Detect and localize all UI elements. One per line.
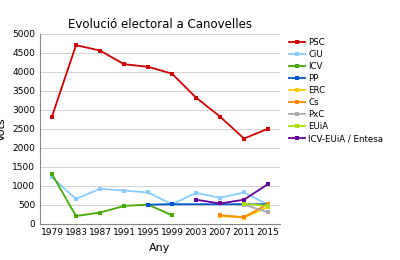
ICV-EUiA / Entesa: [242, 198, 246, 201]
Legend: PSC, CiU, ICV, PP, ERC, Cs, PxC, EUiA, ICV-EUiA / Entesa: PSC, CiU, ICV, PP, ERC, Cs, PxC, EUiA, I…: [289, 38, 383, 143]
PSC: [74, 44, 78, 47]
Cs: [218, 214, 222, 217]
ERC: [266, 205, 270, 209]
CiU: [218, 196, 222, 199]
EUiA: [266, 204, 270, 207]
Line: CiU: CiU: [50, 175, 270, 207]
ICV: [170, 214, 174, 217]
Line: ERC: ERC: [218, 205, 270, 220]
CiU: [146, 191, 150, 194]
Line: ICV: ICV: [50, 172, 174, 218]
CiU: [170, 203, 174, 206]
PxC: [266, 211, 270, 214]
Line: PP: PP: [146, 202, 270, 207]
ICV: [122, 204, 126, 207]
Y-axis label: Vots: Vots: [0, 117, 6, 140]
PSC: [146, 65, 150, 68]
PP: [146, 203, 150, 206]
ICV-EUiA / Entesa: [218, 202, 222, 205]
EUiA: [242, 202, 246, 205]
Line: EUiA: EUiA: [242, 202, 270, 208]
CiU: [266, 203, 270, 206]
PSC: [194, 96, 198, 99]
ERC: [242, 216, 246, 219]
CiU: [194, 191, 198, 194]
ICV: [74, 214, 78, 218]
CiU: [122, 189, 126, 192]
CiU: [242, 191, 246, 194]
PSC: [98, 49, 102, 52]
Line: ICV-EUiA / Entesa: ICV-EUiA / Entesa: [194, 182, 270, 206]
Line: Cs: Cs: [218, 202, 270, 220]
ICV-EUiA / Entesa: [266, 183, 270, 186]
Cs: [242, 216, 246, 219]
PSC: [266, 127, 270, 130]
ICV: [98, 211, 102, 214]
PP: [266, 203, 270, 206]
CiU: [98, 187, 102, 190]
PSC: [218, 115, 222, 118]
ICV-EUiA / Entesa: [194, 198, 198, 201]
CiU: [74, 197, 78, 200]
PSC: [170, 72, 174, 75]
Line: PSC: PSC: [50, 43, 270, 141]
PSC: [50, 115, 54, 118]
PxC: [242, 203, 246, 206]
ERC: [218, 214, 222, 218]
PSC: [242, 137, 246, 140]
PP: [170, 203, 174, 206]
Cs: [266, 202, 270, 205]
ICV: [146, 203, 150, 206]
Line: PxC: PxC: [242, 202, 270, 215]
CiU: [50, 176, 54, 179]
Title: Evolució electoral a Canovelles: Evolució electoral a Canovelles: [68, 18, 252, 31]
ICV: [50, 173, 54, 176]
PSC: [122, 63, 126, 66]
X-axis label: Any: Any: [149, 243, 171, 253]
